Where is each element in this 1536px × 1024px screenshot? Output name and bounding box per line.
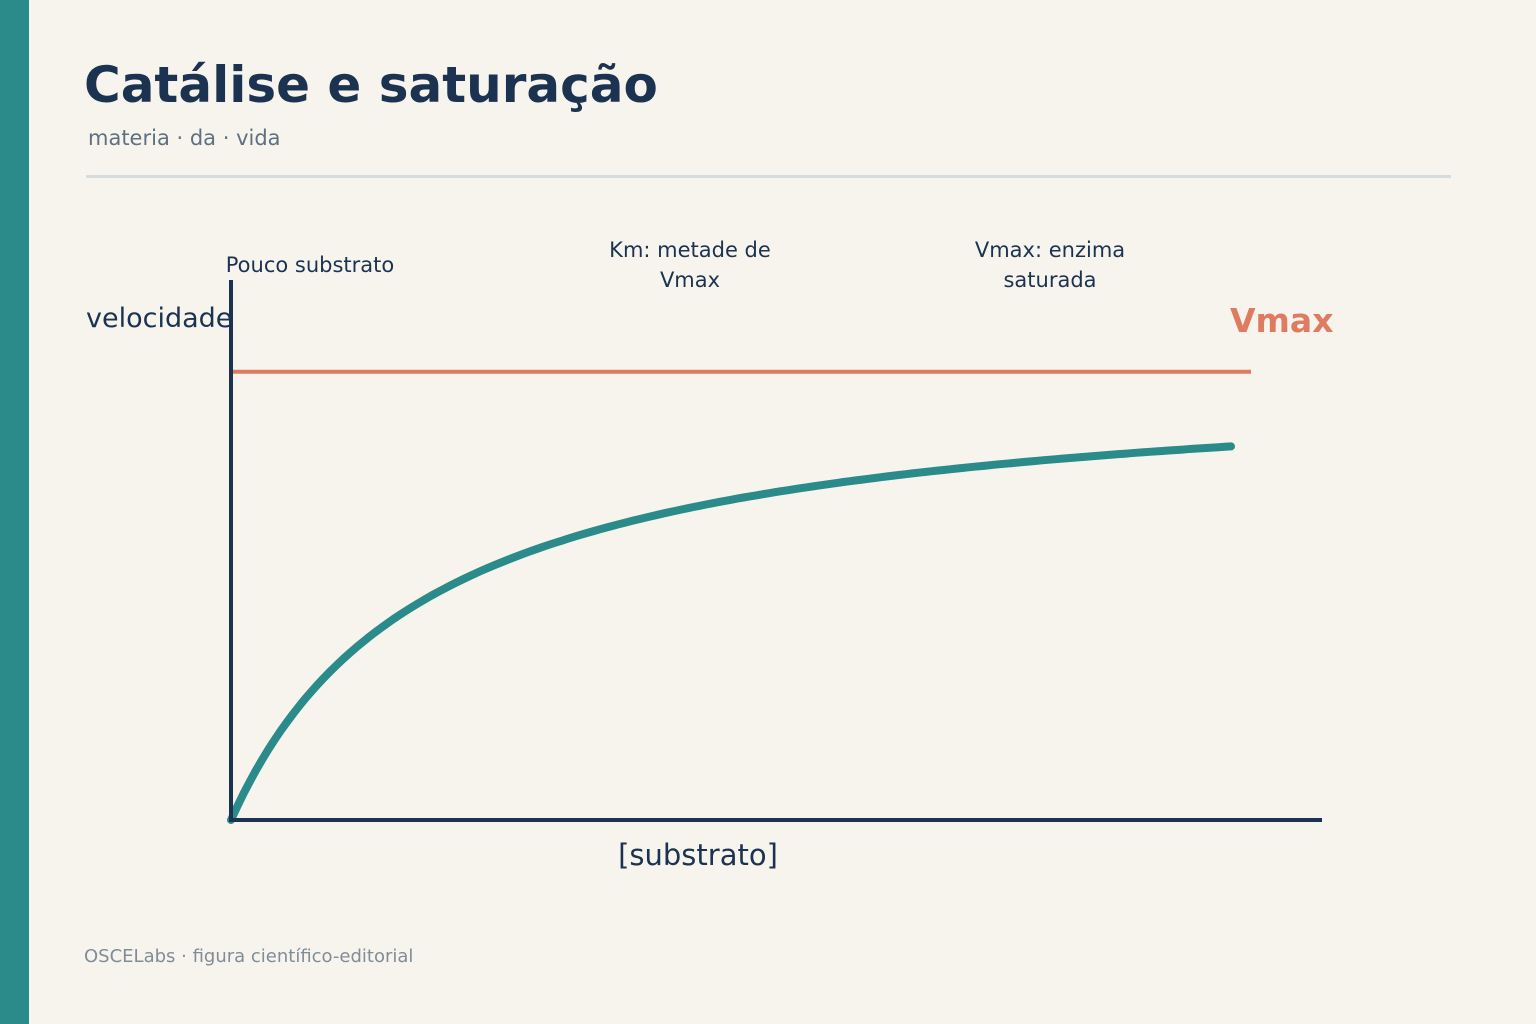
annotation-line: Vmax (660, 268, 720, 292)
y-axis-label: velocidade (86, 303, 232, 334)
velocity-curve (227, 442, 1235, 824)
header-divider (86, 175, 1451, 178)
x-axis-label: [substrato] (618, 838, 778, 872)
page-subtitle: materia · da · vida (88, 126, 281, 150)
annotation-line: saturada (1003, 268, 1096, 292)
side-accent-stripe (0, 0, 29, 1024)
vmax-label: Vmax (1230, 301, 1333, 340)
annotation-low-substrate: Pouco substrato (226, 253, 394, 277)
annotation-km: Km: metade de Vmax (609, 238, 771, 292)
annotation-line: Km: metade de (609, 238, 771, 262)
annotation-vmax-saturated: Vmax: enzima saturada (975, 238, 1125, 292)
footer-credit: OSCELabs · figura científico-editorial (84, 946, 414, 967)
annotation-line: Vmax: enzima (975, 238, 1125, 262)
page-title: Catálise e saturação (84, 56, 658, 114)
annotation-line: Pouco substrato (226, 253, 394, 277)
